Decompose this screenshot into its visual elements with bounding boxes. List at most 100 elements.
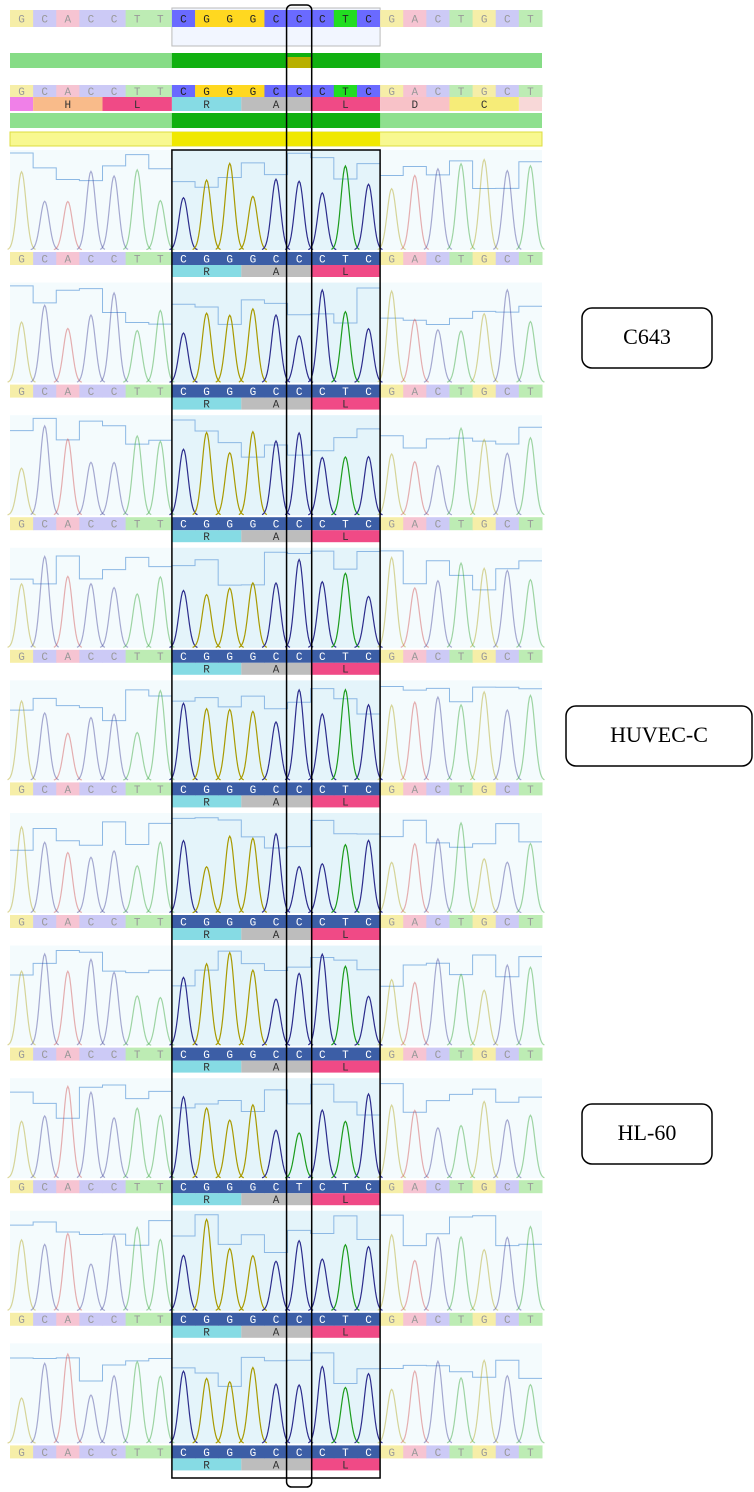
base-letter: T: [342, 1315, 349, 1327]
base-letter: G: [226, 1315, 233, 1327]
base-letter: C: [111, 652, 118, 664]
amino-acid: L: [342, 400, 349, 412]
coverage-bar-region: [172, 53, 380, 68]
region-bg: [172, 415, 380, 515]
chromatogram-track: [8, 283, 545, 383]
base-letter: C: [41, 917, 48, 929]
base-letter: C: [296, 1448, 303, 1460]
base-letter: A: [65, 652, 72, 664]
base-letter: C: [319, 652, 326, 664]
base-letter: C: [296, 917, 303, 929]
base-letter: T: [527, 14, 534, 26]
chromatogram-track: [8, 548, 545, 648]
base-letter: G: [226, 520, 233, 532]
base-letter: T: [157, 387, 164, 399]
base-letter: C: [435, 1050, 442, 1062]
base-letter: G: [18, 14, 25, 26]
base-letter: G: [203, 785, 210, 797]
base-letter: A: [411, 387, 418, 399]
amino-acid: R: [203, 267, 210, 279]
cell-line-label: C643: [623, 324, 671, 349]
cell-line-label: HL-60: [618, 1120, 677, 1145]
amino-acid: R: [203, 665, 210, 677]
base-letter: T: [342, 1448, 349, 1460]
amino-acid: R: [203, 532, 210, 544]
base-letter: C: [365, 1315, 372, 1327]
base-letter: G: [250, 387, 257, 399]
base-letter: T: [342, 917, 349, 929]
base-letter: C: [319, 520, 326, 532]
base-letter: C: [180, 254, 187, 266]
base-letter: C: [365, 1050, 372, 1062]
base-letter: T: [342, 785, 349, 797]
base-letter: C: [504, 1448, 511, 1460]
base-letter: C: [504, 387, 511, 399]
base-letter: G: [481, 254, 488, 266]
base-letter: A: [411, 785, 418, 797]
base-letter: T: [157, 652, 164, 664]
amino-acid: R: [203, 930, 210, 942]
base-letter: C: [273, 387, 280, 399]
base-letter: C: [435, 785, 442, 797]
base-letter: C: [41, 1183, 48, 1195]
base-letter: C: [435, 1183, 442, 1195]
base-letter: C: [296, 387, 303, 399]
amino-acid: A: [273, 100, 280, 112]
base-letter: T: [157, 1050, 164, 1062]
base-letter: A: [65, 254, 72, 266]
base-letter: C: [504, 1050, 511, 1062]
base-letter: G: [226, 1448, 233, 1460]
partial-codon: [10, 97, 33, 111]
base-letter: C: [296, 1050, 303, 1062]
base-letter: G: [250, 520, 257, 532]
amino-acid: L: [342, 267, 349, 279]
base-letter: G: [388, 1448, 395, 1460]
base-letter: G: [481, 1448, 488, 1460]
base-letter: A: [65, 1183, 72, 1195]
base-letter: G: [481, 1050, 488, 1062]
base-letter: G: [18, 1315, 25, 1327]
base-letter: C: [296, 520, 303, 532]
base-letter: T: [157, 1315, 164, 1327]
base-letter: C: [319, 1050, 326, 1062]
base-letter: C: [41, 254, 48, 266]
base-letter: C: [180, 520, 187, 532]
base-letter: C: [88, 520, 95, 532]
base-letter: T: [458, 254, 465, 266]
chromatogram-track: [8, 946, 545, 1046]
base-letter: C: [435, 387, 442, 399]
base-letter: T: [157, 785, 164, 797]
base-letter: G: [388, 387, 395, 399]
base-letter: G: [18, 785, 25, 797]
base-letter: T: [458, 1050, 465, 1062]
base-letter: G: [226, 1050, 233, 1062]
base-letter: C: [273, 917, 280, 929]
amino-acid: R: [203, 1195, 210, 1207]
base-letter: G: [481, 785, 488, 797]
base-letter: T: [527, 1315, 534, 1327]
quality-bar-region: [172, 113, 380, 128]
base-letter: C: [273, 785, 280, 797]
base-letter: C: [180, 1315, 187, 1327]
base-letter: C: [88, 917, 95, 929]
base-letter: T: [134, 14, 141, 26]
base-letter: C: [111, 14, 118, 26]
base-letter: T: [458, 917, 465, 929]
base-letter: T: [134, 785, 141, 797]
base-letter: T: [458, 652, 465, 664]
amino-acid: L: [342, 1063, 349, 1075]
base-letter: C: [319, 14, 326, 26]
base-letter: A: [411, 1050, 418, 1062]
base-letter: C: [41, 14, 48, 26]
chromatogram-track: [8, 1211, 545, 1311]
base-letter: A: [65, 1315, 72, 1327]
base-letter: T: [134, 917, 141, 929]
amino-acid: L: [134, 100, 141, 112]
base-letter: G: [250, 1183, 257, 1195]
base-letter: C: [41, 520, 48, 532]
base-letter: A: [65, 14, 72, 26]
base-letter: G: [388, 254, 395, 266]
base-letter: G: [481, 652, 488, 664]
chromatogram-track: [8, 813, 545, 913]
base-letter: T: [458, 520, 465, 532]
